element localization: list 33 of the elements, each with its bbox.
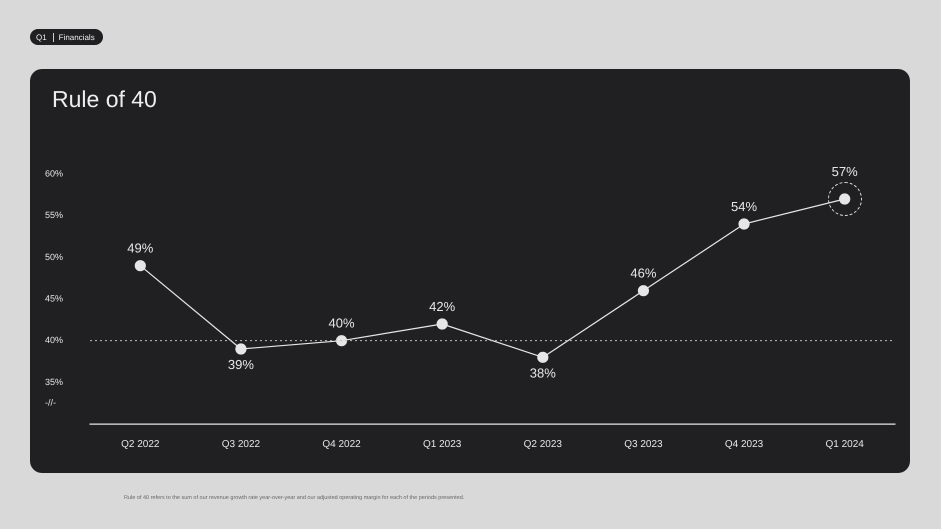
x-tick-label: Q3 2023 xyxy=(624,438,664,450)
data-label: 40% xyxy=(328,316,356,331)
x-tick-label: Q1 2024 xyxy=(826,438,864,450)
data-label: 38% xyxy=(530,365,556,380)
chart-title: Rule of 40 xyxy=(52,86,157,113)
point xyxy=(738,218,750,230)
data-label: 39% xyxy=(228,357,254,372)
data-label: 54% xyxy=(731,199,758,214)
data-label: 49% xyxy=(127,240,154,256)
x-tick-label: Q2 2022 xyxy=(121,438,160,450)
data-label: 46% xyxy=(630,266,657,281)
data-label: 42% xyxy=(429,299,456,314)
y-tick-label: 35% xyxy=(45,376,64,387)
y-tick-label: 45% xyxy=(45,293,64,304)
x-tick-label: Q2 2023 xyxy=(524,438,562,450)
point xyxy=(537,352,548,363)
point xyxy=(436,318,448,330)
text: Q1 xyxy=(35,32,48,42)
point xyxy=(235,343,247,355)
x-tick-label: Q3 2022 xyxy=(222,438,261,450)
point xyxy=(336,335,348,346)
point xyxy=(134,260,146,272)
point xyxy=(638,285,650,296)
text: Financials xyxy=(52,32,103,42)
x-tick-label: Q1 2023 xyxy=(423,438,462,450)
y-tick-label: 50% xyxy=(45,252,64,262)
data-label: 57% xyxy=(832,164,858,180)
y-tick-label: 40% xyxy=(45,335,64,346)
y-tick-label: -//- xyxy=(45,398,56,408)
x-tick-label: Q4 2023 xyxy=(724,438,764,450)
y-tick-label: 55% xyxy=(45,210,64,220)
x-tick-label: Q4 2022 xyxy=(322,438,362,450)
y-tick-label: 60% xyxy=(45,168,64,178)
